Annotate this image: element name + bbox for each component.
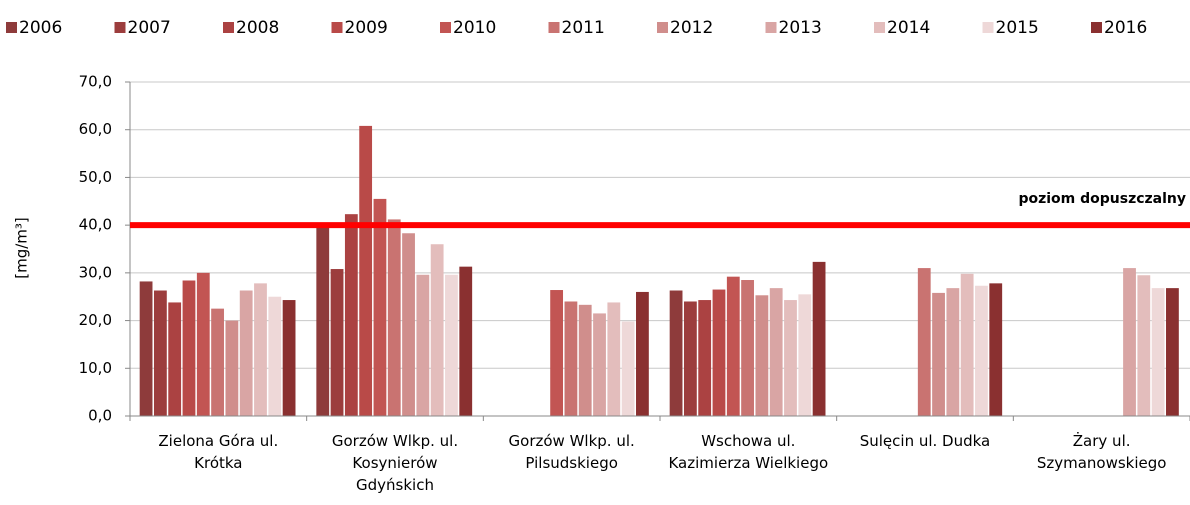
bar	[975, 285, 988, 416]
y-tick-label: 10,0	[79, 359, 112, 377]
legend-swatch	[6, 22, 17, 33]
bar	[593, 313, 606, 416]
bar	[607, 302, 621, 416]
bar	[196, 272, 210, 416]
legend-swatch	[440, 22, 451, 33]
y-tick-label: 40,0	[79, 216, 112, 234]
bar	[550, 290, 564, 416]
y-axis-label: [mg/m³]	[13, 217, 31, 279]
bar	[698, 300, 712, 416]
y-tick-label: 30,0	[79, 263, 112, 281]
legend-swatch	[765, 22, 777, 33]
bar	[316, 227, 330, 416]
legend-swatch	[657, 22, 668, 33]
bar	[153, 290, 167, 416]
bar	[712, 289, 726, 416]
bar	[669, 290, 683, 416]
x-tick-label: Zielona Góra ul. Krótka	[158, 432, 279, 472]
legend-label: 2006	[19, 18, 62, 38]
bar	[769, 288, 783, 416]
threshold-label: poziom dopuszczalny	[1018, 191, 1186, 207]
bar	[1123, 268, 1136, 416]
bar	[989, 283, 1003, 416]
legend-label: 2010	[453, 18, 496, 38]
x-tick-label: Gorzów Wlkp. ul. Pilsudskiego	[508, 432, 635, 472]
bar	[621, 321, 635, 416]
bar	[578, 304, 592, 416]
y-tick-label: 70,0	[79, 73, 112, 91]
legend-label: 2015	[996, 18, 1039, 38]
bar	[268, 296, 282, 416]
bar	[430, 244, 444, 416]
legend-swatch	[114, 22, 126, 33]
y-tick-label: 20,0	[79, 311, 112, 329]
bar	[917, 268, 931, 416]
bar	[402, 233, 415, 416]
bar	[1166, 288, 1179, 416]
legend-swatch	[331, 22, 343, 33]
bar	[564, 301, 578, 416]
bar	[330, 269, 344, 416]
bar	[344, 214, 358, 416]
bar	[211, 308, 224, 416]
bar	[726, 276, 740, 416]
legend-label: 2012	[670, 18, 713, 38]
legend-label: 2007	[128, 18, 171, 38]
bar	[932, 292, 945, 416]
bar	[239, 290, 253, 416]
bar	[139, 281, 153, 416]
bar	[812, 261, 826, 416]
bar	[459, 266, 473, 416]
legend-swatch	[874, 22, 885, 33]
y-tick-label: 0,0	[88, 407, 112, 425]
x-tick-label: Wschowa ul. Kazimierza Wielkiego	[668, 432, 829, 472]
bar	[798, 294, 812, 416]
legend-label: 2013	[779, 18, 822, 38]
x-tick-label: Gorzów Wlkp. ul. Kosynierów Gdyńskich	[331, 432, 459, 494]
bar	[359, 125, 373, 416]
legend-label: 2011	[562, 18, 605, 38]
legend-swatch	[1091, 22, 1102, 33]
legend-swatch	[982, 22, 994, 33]
bar	[225, 320, 239, 416]
bar	[1137, 275, 1151, 416]
bar	[168, 302, 182, 416]
legend-swatch	[548, 22, 560, 33]
legend-label: 2016	[1104, 18, 1147, 38]
legend-label: 2014	[887, 18, 930, 38]
bar	[784, 300, 797, 416]
bar	[373, 198, 387, 416]
legend-label: 2009	[345, 18, 388, 38]
bar	[416, 274, 430, 416]
bar	[755, 295, 769, 416]
y-tick-label: 50,0	[79, 168, 112, 186]
bar	[946, 288, 960, 416]
x-tick-label: Żary ul. Szymanowskiego	[1036, 432, 1167, 472]
bar	[387, 219, 401, 416]
bar	[182, 280, 196, 416]
y-tick-label: 60,0	[79, 120, 112, 138]
bar	[636, 291, 649, 416]
legend-label: 2008	[236, 18, 279, 38]
bar	[254, 283, 267, 416]
bar	[445, 274, 458, 416]
bar	[960, 273, 974, 416]
x-tick-label: Sulęcin ul. Dudka	[859, 432, 991, 450]
bar	[741, 280, 754, 416]
bar	[282, 300, 296, 416]
legend-swatch	[223, 22, 234, 33]
bar	[683, 301, 697, 416]
bar	[1151, 288, 1165, 416]
